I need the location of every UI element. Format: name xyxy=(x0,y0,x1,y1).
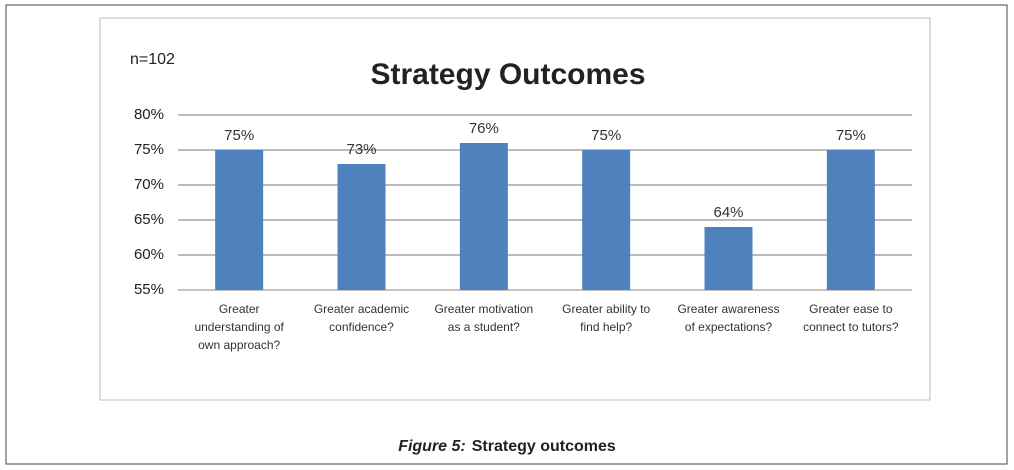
caption-text: Strategy outcomes xyxy=(472,438,616,455)
bar xyxy=(337,164,386,290)
chart-title: Strategy Outcomes xyxy=(370,58,645,91)
x-tick-label: Greater understanding of own approach? xyxy=(194,302,284,352)
x-tick-label: Greater awareness of expectations? xyxy=(677,302,779,334)
x-tick-label: Greater motivation as a student? xyxy=(434,302,533,334)
x-tick-label: Greater ease to connect to tutors? xyxy=(803,302,899,334)
y-tick-label: 55% xyxy=(134,281,164,298)
figure-border xyxy=(5,4,1008,465)
value-label: 76% xyxy=(469,120,499,137)
y-tick-label: 60% xyxy=(134,246,164,263)
y-tick-label: 75% xyxy=(134,141,164,158)
annotation: n=102 xyxy=(130,51,175,68)
value-label: 75% xyxy=(591,127,621,144)
caption-label: Figure 5: xyxy=(398,438,466,455)
y-tick-label: 80% xyxy=(134,106,164,123)
value-label: 64% xyxy=(713,204,743,221)
bar xyxy=(459,143,508,290)
value-label: 75% xyxy=(224,127,254,144)
x-tick-label: Greater academic confidence? xyxy=(314,302,409,334)
bar xyxy=(704,227,753,290)
y-tick-label: 70% xyxy=(134,176,164,193)
value-label: 73% xyxy=(346,141,376,158)
x-tick-label: Greater ability to find help? xyxy=(562,302,650,334)
bar xyxy=(215,150,264,290)
bar xyxy=(826,150,875,290)
value-label: 75% xyxy=(836,127,866,144)
y-tick-label: 65% xyxy=(134,211,164,228)
caption: Figure 5: Strategy outcomes xyxy=(398,438,616,455)
bar xyxy=(582,150,631,290)
